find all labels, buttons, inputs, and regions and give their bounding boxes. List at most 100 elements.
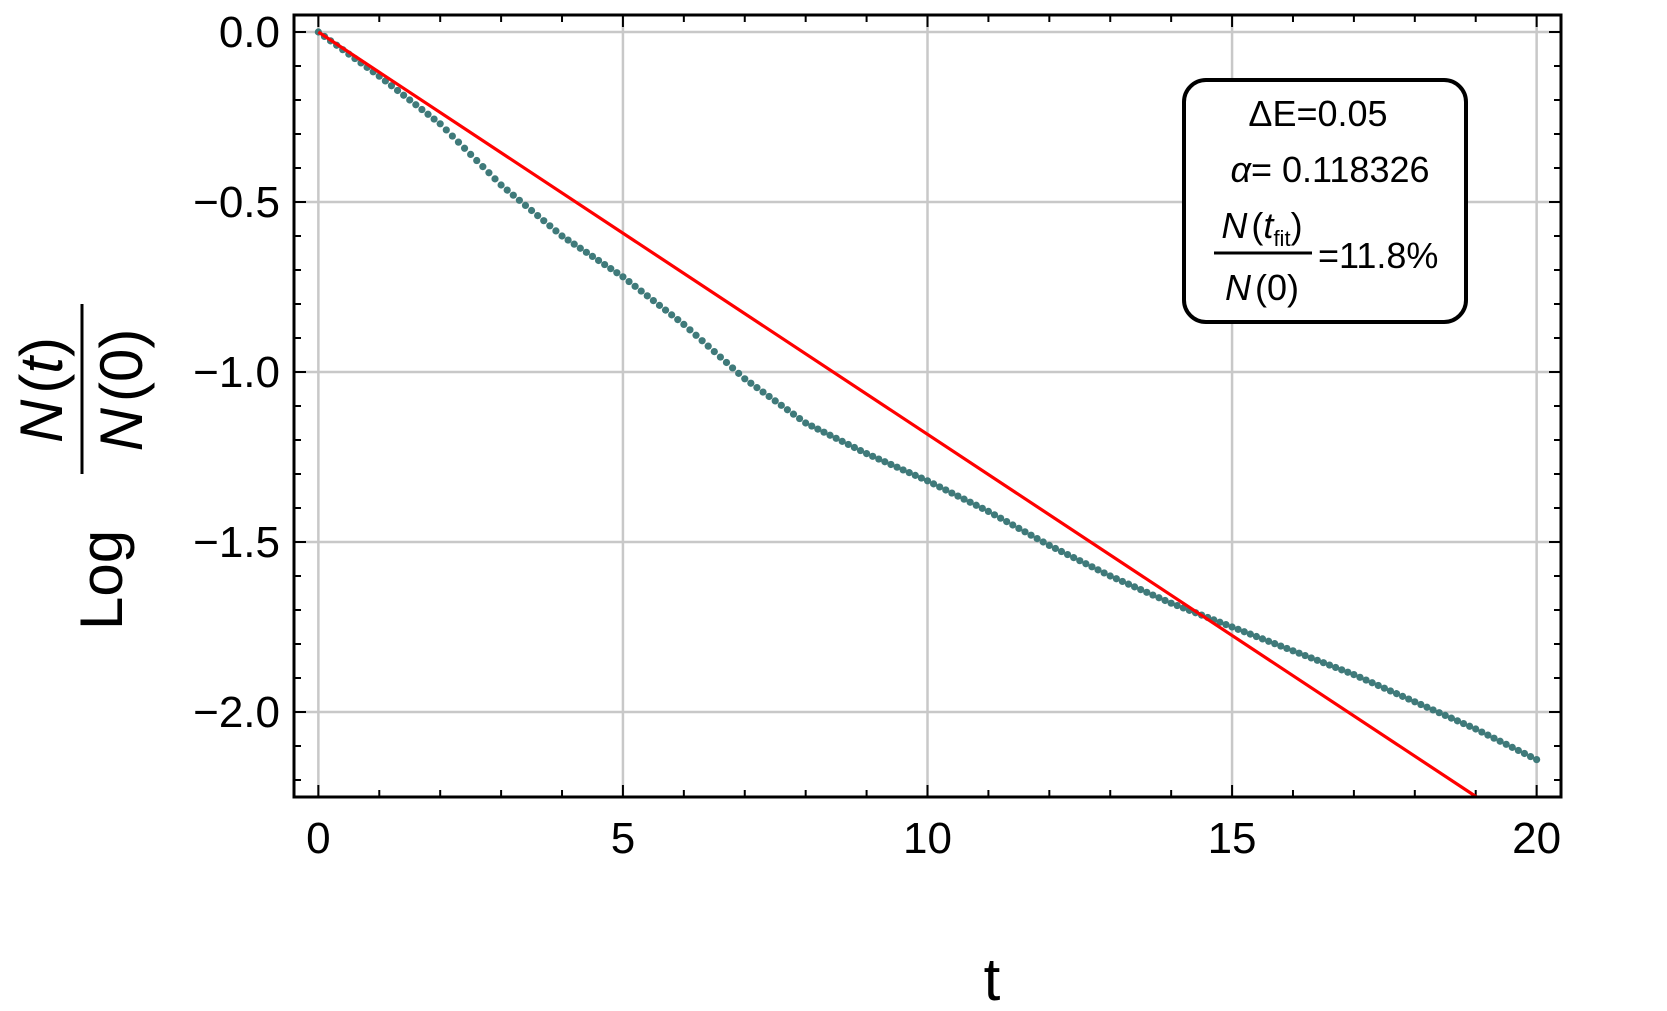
data-point xyxy=(674,316,682,324)
data-point xyxy=(387,82,396,90)
x-tick-labels: 0 5 10 15 20 xyxy=(306,814,1561,863)
data-point xyxy=(1502,740,1510,748)
data-point xyxy=(923,477,932,485)
y-tick-label: −0.5 xyxy=(193,178,280,227)
data-point xyxy=(607,265,615,273)
data-point xyxy=(832,434,840,442)
data-point xyxy=(1429,706,1437,714)
data-point xyxy=(716,353,724,361)
x-tick-label: 5 xyxy=(611,814,635,863)
data-point xyxy=(887,460,895,469)
data-point xyxy=(795,414,804,423)
data-point xyxy=(534,212,542,220)
data-point xyxy=(1100,569,1108,577)
data-point xyxy=(881,458,889,466)
data-point xyxy=(1356,673,1364,681)
data-point xyxy=(1423,703,1431,711)
annotation-box: ΔE=0.05 α= 0.118326 N (tfit) N (0) =11.8% xyxy=(1182,78,1468,324)
data-point xyxy=(789,410,798,418)
data-point xyxy=(1222,621,1230,629)
data-point xyxy=(856,446,865,455)
data-point xyxy=(1441,711,1449,720)
data-point xyxy=(1137,586,1145,594)
data-point xyxy=(929,480,938,488)
data-point xyxy=(1216,618,1224,626)
data-point xyxy=(576,244,584,252)
data-point xyxy=(424,110,432,118)
data-point xyxy=(722,358,731,367)
data-point xyxy=(1015,524,1023,533)
data-point xyxy=(996,514,1005,522)
data-point xyxy=(741,375,749,383)
data-point xyxy=(814,425,822,433)
data-point xyxy=(826,431,834,439)
data-point xyxy=(1447,714,1455,722)
data-point xyxy=(1228,623,1236,631)
data-point xyxy=(1344,668,1352,676)
data-point xyxy=(460,144,469,152)
data-point xyxy=(1021,528,1029,536)
data-point xyxy=(1064,550,1072,559)
data-point xyxy=(954,492,962,500)
data-point xyxy=(1319,659,1328,667)
data-point xyxy=(631,282,639,290)
data-point xyxy=(570,240,578,248)
data-point xyxy=(838,437,846,445)
data-point xyxy=(497,181,505,189)
data-point xyxy=(1149,591,1157,599)
data-point xyxy=(783,406,791,414)
data-point xyxy=(1466,722,1474,730)
y-axis-label-prefix: Log xyxy=(68,530,135,630)
data-point xyxy=(771,397,779,405)
plot-frame xyxy=(292,13,1563,799)
data-point xyxy=(1526,752,1535,761)
data-point xyxy=(698,337,706,345)
data-point xyxy=(1258,635,1267,643)
annotation-border xyxy=(1182,78,1468,324)
data-point xyxy=(802,419,810,427)
data-point xyxy=(1051,544,1060,553)
y-tick-label: −1.5 xyxy=(193,518,280,567)
data-point xyxy=(1027,531,1035,539)
data-point xyxy=(1399,692,1407,700)
data-point xyxy=(619,273,627,281)
data-point xyxy=(1332,663,1340,672)
data-point xyxy=(686,326,694,334)
data-point xyxy=(1143,588,1151,596)
x-tick-label: 15 xyxy=(1208,814,1257,863)
data-point xyxy=(1131,583,1139,591)
annotation-alpha: α= 0.118326 xyxy=(1230,149,1429,190)
data-point xyxy=(412,101,420,109)
data-point xyxy=(1417,700,1425,709)
data-point xyxy=(393,86,402,95)
data-point xyxy=(1472,725,1480,733)
data-point xyxy=(509,191,517,199)
data-point xyxy=(613,269,621,277)
data-point xyxy=(1514,746,1522,755)
y-axis-label-denominator: N(0) xyxy=(88,329,155,452)
data-point xyxy=(564,236,572,244)
data-point xyxy=(430,115,438,123)
data-point xyxy=(400,91,408,99)
data-point xyxy=(436,120,444,128)
data-point xyxy=(1374,681,1382,690)
data-point xyxy=(406,96,414,104)
data-point xyxy=(1533,756,1541,764)
data-point xyxy=(710,348,718,356)
data-point xyxy=(1161,596,1169,605)
data-point xyxy=(668,311,676,319)
data-point xyxy=(1277,642,1285,650)
data-point xyxy=(844,440,852,449)
data-point xyxy=(515,196,523,204)
data-point xyxy=(966,498,974,506)
data-point xyxy=(625,277,633,286)
data-point xyxy=(491,175,499,183)
data-point xyxy=(601,260,609,269)
data-point xyxy=(1076,557,1084,565)
data-point xyxy=(1508,743,1516,751)
data-point xyxy=(1496,737,1504,745)
data-point xyxy=(1112,575,1120,583)
data-point xyxy=(1033,535,1041,543)
y-tick-label: −1.0 xyxy=(193,348,280,397)
data-point xyxy=(1082,560,1090,568)
